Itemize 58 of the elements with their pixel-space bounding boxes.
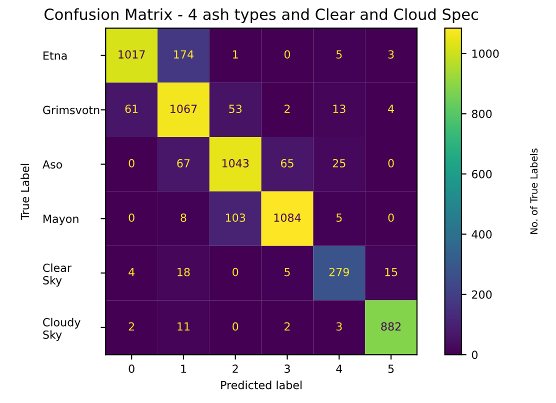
data-label: 1043: [222, 159, 249, 168]
data-label: 0: [128, 213, 134, 222]
data-label: 61: [125, 104, 138, 114]
y-tick-label: Grimsvotn: [43, 106, 100, 114]
color-bar-label: 800: [472, 110, 492, 118]
data-label: 0: [232, 268, 238, 276]
data-label: 1067: [170, 104, 197, 114]
data-label: 67: [177, 159, 190, 168]
data-label: 0: [232, 322, 238, 331]
chart-title: Confusion Matrix - 4 ash types and Clear and Cloud Spec: [44, 8, 478, 24]
data-label: 25: [332, 159, 346, 168]
y-tick-label: Clear Sky: [43, 263, 72, 287]
data-label: 1017: [118, 50, 145, 59]
data-label: 18: [178, 268, 190, 276]
data-label: 1: [233, 50, 238, 58]
y-tick-label: Cloudy Sky: [43, 318, 80, 342]
data-label: 11: [178, 322, 190, 331]
y-tick-label: Mayon: [44, 214, 78, 226]
data-label: 0: [388, 213, 394, 222]
color-bar-label: 200: [472, 290, 492, 299]
data-label: 1084: [274, 213, 301, 222]
data-label: 65: [280, 159, 294, 168]
data-label: 279: [329, 268, 349, 276]
data-label: 15: [385, 268, 398, 276]
color-bar-label: 600: [472, 170, 492, 178]
data-label: 3: [336, 322, 342, 331]
color-bar-title: No. of True Labels: [530, 148, 538, 234]
data-label: 0: [284, 50, 290, 59]
x-tick-label: 1: [181, 364, 186, 373]
color-bar-label: 0: [472, 350, 478, 360]
y-axis-title: True Label: [20, 164, 30, 220]
data-label: 174: [174, 50, 194, 58]
data-label: 882: [381, 322, 401, 331]
data-label: 4: [388, 104, 394, 113]
data-label: 5: [336, 214, 342, 222]
data-label: 103: [226, 213, 246, 222]
y-tick-label: Etna: [44, 52, 67, 60]
x-tick-label: 5: [388, 364, 394, 373]
data-label: 4: [128, 268, 134, 276]
data-label: 5: [284, 268, 290, 276]
data-label: 0: [128, 159, 134, 168]
data-label: 53: [229, 104, 242, 114]
data-label: 2: [284, 322, 290, 331]
data-label: 8: [180, 213, 186, 222]
x-tick-label: 0: [128, 364, 134, 373]
data-label: 2: [284, 104, 290, 113]
data-label: 5: [336, 50, 342, 59]
color-bar-label: 400: [472, 230, 492, 239]
data-label: 0: [388, 159, 394, 168]
color-bar-label: 1000: [472, 49, 499, 58]
x-axis-title: Predicted label: [221, 380, 302, 390]
x-tick-label: 2: [232, 364, 238, 373]
data-label: 13: [333, 104, 346, 114]
x-tick-label: 3: [284, 364, 290, 373]
data-label: 2: [128, 322, 134, 331]
data-label: 3: [388, 50, 394, 59]
x-tick-label: 4: [336, 364, 342, 373]
y-tick-label: Aso: [42, 160, 62, 169]
